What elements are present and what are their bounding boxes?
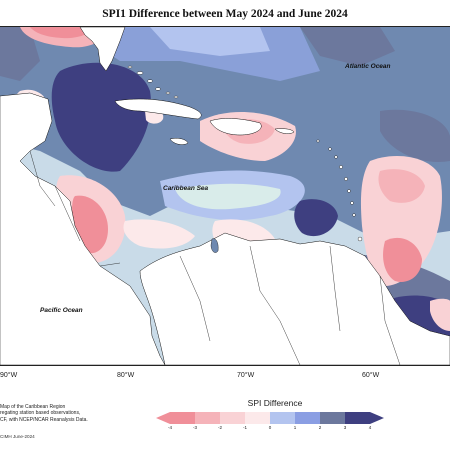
contour-band <box>30 27 95 39</box>
map-title: SPI1 Difference between May 2024 and Jun… <box>102 8 348 20</box>
contour-band <box>380 109 450 162</box>
legend-bin <box>345 412 370 424</box>
legend-bin <box>295 412 320 424</box>
map-area: Atlantic Ocean Caribbean Sea Pacific Oce… <box>0 26 450 366</box>
land-florida <box>79 27 126 72</box>
source-note-line: regating station based observations, <box>0 410 81 417</box>
longitude-label-90w: 90°W <box>0 372 18 379</box>
legend-tick-label: 2 <box>318 425 322 430</box>
longitude-label-80w: 80°W <box>117 372 135 379</box>
contour-band <box>0 27 40 81</box>
longitude-label-60w: 60°W <box>362 372 380 379</box>
land-central-america <box>0 92 166 365</box>
lake-maracaibo <box>210 238 219 253</box>
legend-tick-label: -4 <box>167 425 172 430</box>
land-puerto-rico <box>274 128 295 134</box>
label-pacific-ocean: Pacific Ocean <box>40 307 83 314</box>
contour-band <box>383 237 422 282</box>
contour-band <box>300 27 395 66</box>
label-caribbean-sea: Caribbean Sea <box>163 185 209 192</box>
land-hispaniola <box>209 118 262 136</box>
spi-difference-map <box>0 27 450 365</box>
contour-band <box>378 169 425 203</box>
source-note: Map of the Caribbean Region regating sta… <box>0 404 110 423</box>
country-borders <box>29 150 401 365</box>
legend-tick-label: 0 <box>268 425 272 430</box>
source-note-line: Map of the Caribbean Region <box>0 404 66 410</box>
contour-band <box>123 219 195 249</box>
legend-tick-label: -3 <box>192 425 197 430</box>
land-jamaica <box>169 137 189 145</box>
land-bahamas <box>127 65 179 99</box>
legend-bin <box>170 412 195 424</box>
credit-text: CIMH June-2024 <box>0 434 35 439</box>
land-cuba <box>114 98 202 120</box>
legend-bin <box>270 412 295 424</box>
contour-band <box>294 199 338 237</box>
legend-arrow-high <box>370 412 384 424</box>
legend-bin <box>245 412 270 424</box>
contour-band <box>175 183 281 210</box>
label-atlantic-ocean: Atlantic Ocean <box>345 63 391 70</box>
contour-band <box>51 62 151 172</box>
legend-bin <box>220 412 245 424</box>
legend-arrow-low <box>156 412 170 424</box>
land-lesser-antilles <box>316 139 363 242</box>
legend-tick-label: 1 <box>293 425 297 430</box>
legend-bin <box>320 412 345 424</box>
legend-title: SPI Difference <box>247 398 303 408</box>
legend-tick-label: -1 <box>242 425 247 430</box>
legend-tick-label: 4 <box>368 425 372 430</box>
contour-band <box>430 298 450 331</box>
legend-colorbar <box>156 412 384 424</box>
longitude-label-70w: 70°W <box>237 372 255 379</box>
land-south-america <box>139 232 450 365</box>
contour-band <box>150 27 270 56</box>
legend-bin <box>195 412 220 424</box>
legend-tick-label: -2 <box>217 425 222 430</box>
legend-tick-label: 3 <box>343 425 347 430</box>
source-note-line: CF, with NCEP/NCAR Reanalysis Data. <box>0 416 88 423</box>
